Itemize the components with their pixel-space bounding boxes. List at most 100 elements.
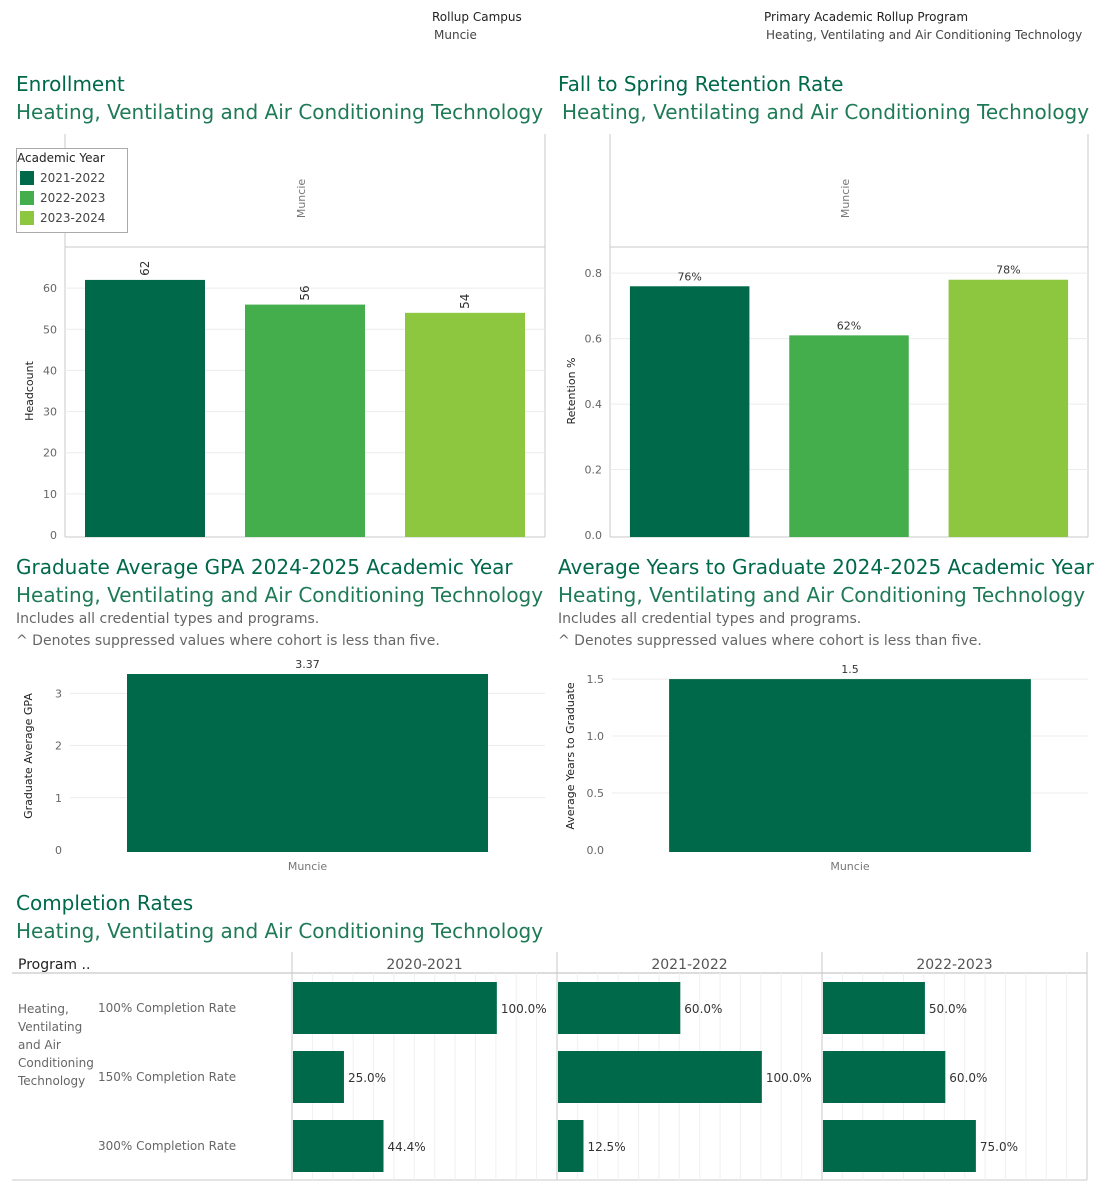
row-header-label: Program ..	[18, 957, 90, 973]
y-tick-label: 2	[55, 740, 62, 753]
y-tick-label: 40	[43, 364, 57, 377]
data-label: 1.5	[841, 663, 859, 676]
years-chart: 0.0 0.5 1.0 1.5 Average Years to Graduate 1.5…	[564, 663, 1088, 873]
panel-header-label: Muncie	[839, 179, 852, 219]
panel-header-label: Muncie	[295, 179, 308, 219]
legend-item-2022-2023[interactable]: 2022-2023	[17, 188, 123, 208]
completion-bar-2020-2021	[293, 1051, 344, 1103]
years-note-2: ^ Denotes suppressed values where cohort…	[558, 633, 982, 649]
y-tick-label: 1.0	[587, 730, 605, 743]
data-label: 62%	[837, 319, 861, 332]
measure-label: 150% Completion Rate	[98, 1070, 236, 1084]
legend-item-label: 2023-2024	[40, 211, 106, 225]
column-header-2022-2023: 2022-2023	[916, 957, 992, 973]
completion-title: Completion Rates	[16, 891, 194, 915]
legend-title: Academic Year	[17, 151, 105, 165]
enrollment-subtitle: Heating, Ventilating and Air Conditionin…	[16, 100, 544, 124]
data-label: 25.0%	[348, 1071, 386, 1085]
years-title: Average Years to Graduate 2024-2025 Acad…	[558, 555, 1094, 579]
bar-2022-2023	[789, 335, 909, 537]
bar-2021-2022	[85, 279, 205, 537]
bar-Muncie	[669, 679, 1031, 852]
completion-bar-2020-2021	[293, 1120, 384, 1172]
completion-bar-2021-2022	[558, 982, 681, 1034]
legend-swatch	[20, 171, 34, 185]
completion-bar-2022-2023	[823, 1051, 946, 1103]
program-filter-label: Primary Academic Rollup Program	[764, 10, 969, 24]
legend-item-2023-2024[interactable]: 2023-2024	[17, 208, 123, 228]
data-label: 50.0%	[929, 1002, 967, 1016]
years-subtitle: Heating, Ventilating and Air Conditionin…	[558, 583, 1086, 607]
y-tick-label: 1	[55, 792, 62, 805]
enrollment-legend[interactable]: Academic Year 2021-2022 2022-2023 2023-2…	[16, 148, 128, 233]
legend-swatch	[20, 191, 34, 205]
retention-chart: Muncie 0.0 0.2 0.4 0.6 0.8 Retention % 76% 62% 78…	[565, 134, 1089, 542]
y-axis-label: Retention %	[565, 358, 578, 425]
y-tick-label: 0	[50, 529, 57, 542]
legend-item-label: 2022-2023	[40, 191, 106, 205]
program-label-line: Ventilating	[18, 1020, 82, 1034]
x-tick-label: Muncie	[830, 860, 870, 873]
y-tick-label: 0.5	[587, 787, 605, 800]
data-label: 60.0%	[684, 1002, 722, 1016]
y-tick-label: 10	[43, 488, 57, 501]
y-tick-label: 60	[43, 282, 57, 295]
campus-filter-label: Rollup Campus	[432, 10, 522, 24]
column-header-2020-2021: 2020-2021	[386, 957, 462, 973]
gpa-note-2: ^ Denotes suppressed values where cohort…	[16, 633, 440, 649]
completion-bar-2021-2022	[558, 1051, 762, 1103]
y-tick-label: 0.2	[585, 464, 603, 477]
y-tick-label: 0.6	[585, 333, 603, 346]
gpa-note-1: Includes all credential types and progra…	[16, 611, 320, 627]
x-tick-label: Muncie	[288, 860, 328, 873]
completion-bar-2021-2022	[558, 1120, 584, 1172]
completion-bar-2022-2023	[823, 982, 925, 1034]
column-header-2021-2022: 2021-2022	[651, 957, 727, 973]
data-label: 78%	[996, 264, 1020, 277]
bar-2023-2024	[948, 279, 1069, 537]
y-tick-label: 3	[55, 687, 62, 700]
y-tick-label: 0.8	[585, 267, 603, 280]
campus-filter-value[interactable]: Muncie	[434, 28, 477, 42]
completion-subtitle: Heating, Ventilating and Air Conditionin…	[16, 919, 544, 943]
completion-bar-2022-2023	[823, 1120, 976, 1172]
y-tick-label: 0.0	[587, 844, 605, 857]
y-tick-label: 1.5	[587, 673, 605, 686]
y-tick-label: 0.4	[585, 398, 603, 411]
y-axis-label: Graduate Average GPA	[22, 693, 35, 819]
program-filter-value[interactable]: Heating, Ventilating and Air Conditionin…	[766, 28, 1083, 42]
y-tick-label: 50	[43, 323, 57, 336]
y-tick-label: 20	[43, 447, 57, 460]
y-axis-label: Average Years to Graduate	[564, 682, 577, 830]
measure-label: 100% Completion Rate	[98, 1001, 236, 1015]
bar-2022-2023	[245, 304, 365, 537]
data-label: 3.37	[295, 658, 320, 671]
data-label: 100.0%	[501, 1002, 547, 1016]
gpa-chart: 0 1 2 3 Graduate Average GPA 3.37 Muncie	[22, 658, 545, 873]
gpa-subtitle: Heating, Ventilating and Air Conditionin…	[16, 583, 544, 607]
y-tick-label: 30	[43, 406, 57, 419]
legend-item-label: 2021-2022	[40, 171, 106, 185]
y-tick-label: 0	[55, 844, 62, 857]
data-label: 12.5%	[587, 1140, 625, 1154]
data-label: 60.0%	[949, 1071, 987, 1085]
data-label: 75.0%	[980, 1140, 1018, 1154]
data-label: 56	[298, 285, 312, 300]
data-label: 100.0%	[766, 1071, 812, 1085]
data-label: 54	[458, 294, 472, 309]
enrollment-chart: Muncie 0 10 20 30 40 50 60 Headcount 62 56 54	[23, 134, 546, 542]
program-label-line: Technology	[17, 1074, 85, 1088]
program-label-line: Conditioning	[18, 1056, 94, 1070]
retention-subtitle: Heating, Ventilating and Air Conditionin…	[562, 100, 1090, 124]
bar-2021-2022	[629, 286, 750, 537]
enrollment-title: Enrollment	[16, 72, 125, 96]
legend-item-2021-2022[interactable]: 2021-2022	[17, 168, 123, 188]
gpa-title: Graduate Average GPA 2024-2025 Academic …	[16, 555, 513, 579]
bar-Muncie	[127, 674, 488, 852]
measure-label: 300% Completion Rate	[98, 1139, 236, 1153]
y-tick-label: 0.0	[585, 529, 603, 542]
program-label-line: Heating,	[18, 1002, 69, 1016]
completion-bar-2020-2021	[293, 982, 497, 1034]
y-axis-label: Headcount	[23, 360, 36, 420]
bar-2023-2024	[405, 312, 525, 537]
